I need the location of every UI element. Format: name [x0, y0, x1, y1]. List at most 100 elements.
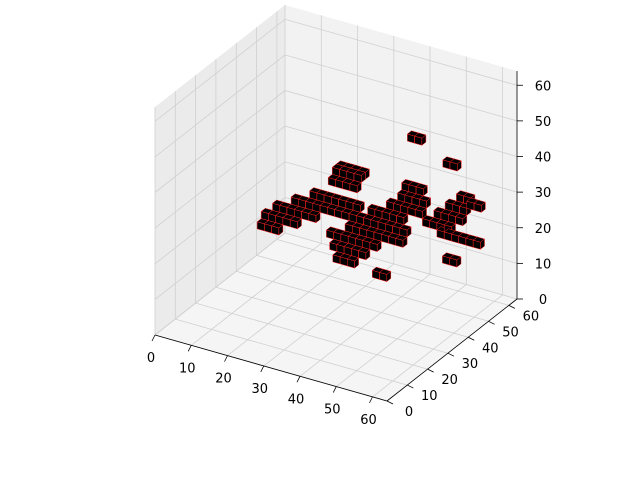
voxel: [472, 236, 486, 250]
grid-line-x: [263, 35, 395, 367]
y-tick-mark: [508, 305, 516, 309]
grid-line-z: [154, 161, 518, 265]
y-tick-label: 0: [405, 405, 413, 420]
voxel-face-top: [369, 238, 382, 245]
voxel: [358, 247, 371, 261]
grid-line-x: [191, 15, 322, 346]
z-tick-label: 0: [539, 293, 547, 308]
voxel-face-top: [353, 169, 366, 176]
axes-panes: [155, 5, 517, 401]
voxel: [418, 195, 432, 209]
x-tick-mark: [187, 345, 192, 352]
x-axis-line: [154, 334, 388, 402]
y-tick-mark: [427, 368, 434, 373]
x-tick-mark: [224, 355, 228, 362]
grid-line-y: [235, 43, 469, 338]
grid-line-z: [154, 54, 518, 158]
x-tick-label: 20: [215, 372, 232, 387]
x-tick-mark: [369, 396, 373, 404]
voxel-face-top: [346, 255, 360, 262]
voxel: [346, 255, 360, 269]
x-tick-label: 0: [147, 351, 155, 366]
grid-line-z: [154, 232, 518, 336]
voxel-face-top: [414, 132, 427, 139]
y-tick-label: 50: [502, 325, 519, 340]
voxel-face-top: [443, 221, 457, 228]
grid-line-x: [372, 66, 503, 398]
z-tick-label: 10: [535, 257, 552, 272]
x-tick-mark: [296, 376, 301, 383]
grid-line-z: [154, 18, 518, 122]
z-tick-label: 40: [535, 151, 552, 166]
voxel-face-top: [473, 199, 486, 206]
grid-line-x: [336, 56, 467, 387]
grid-line-z: [154, 90, 518, 193]
voxel: [378, 268, 392, 283]
voxel-face-top: [352, 199, 365, 206]
x-tick-label: 10: [179, 361, 196, 376]
voxel: [473, 199, 486, 213]
voxel: [271, 222, 284, 236]
voxel: [454, 213, 468, 227]
x-tick-mark: [151, 334, 156, 342]
voxel-face-top: [378, 268, 392, 275]
voxel-series: [256, 130, 486, 283]
y-tick-mark: [468, 336, 475, 341]
voxel-face-top: [395, 234, 408, 241]
voxel: [352, 199, 365, 213]
voxel: [449, 158, 462, 172]
pane-floor: [155, 233, 517, 401]
voxel-face-top: [414, 205, 428, 212]
voxel-face-top: [289, 216, 303, 223]
axis-lines: [154, 71, 518, 402]
x-tick-mark: [332, 386, 337, 393]
voxel-face-top: [358, 247, 371, 253]
grid-line-y: [174, 91, 408, 386]
grid-line-y: [276, 11, 510, 306]
grid-line-y: [256, 27, 489, 322]
voxel-face-top: [396, 212, 409, 218]
x-tick-label: 40: [288, 392, 305, 407]
y-tick-mark: [386, 400, 394, 405]
voxel-face-top: [418, 195, 432, 202]
y-tick-label: 30: [462, 357, 479, 372]
voxel-face-top: [399, 224, 412, 231]
voxel-face-top: [415, 183, 428, 190]
voxel-face-top: [308, 210, 321, 216]
z-tick-label: 60: [535, 79, 552, 94]
voxel-face-top: [349, 180, 362, 187]
voxel: [367, 203, 380, 218]
voxel: [399, 224, 412, 238]
voxel-face-top: [454, 213, 468, 219]
y-tick-label: 40: [482, 341, 499, 356]
pane-left: [155, 5, 285, 335]
z-tick-label: 50: [535, 115, 552, 130]
grid-lines: [154, 5, 518, 402]
voxel-face-top: [271, 222, 284, 229]
voxel: [414, 132, 427, 146]
voxel-face-top: [449, 254, 462, 261]
voxel-face-top: [472, 236, 486, 243]
grid-line-z: [154, 125, 518, 229]
y-axis-line: [386, 298, 518, 402]
voxel: [415, 183, 428, 197]
x-tick-label: 60: [360, 413, 377, 428]
grid-line-y: [215, 59, 449, 354]
voxel: [308, 210, 321, 224]
y-tick-mark: [488, 320, 495, 325]
y-tick-mark: [407, 384, 414, 389]
z-tick-label: 30: [535, 186, 552, 201]
pane-back: [285, 5, 517, 299]
voxel: [349, 180, 362, 194]
voxel-face-top: [463, 192, 476, 199]
voxel: [353, 169, 366, 184]
x-tick-mark: [260, 365, 265, 373]
y-tick-label: 10: [421, 389, 438, 404]
grid-line-x: [299, 46, 431, 377]
voxel: [395, 234, 408, 248]
y-tick-mark: [447, 352, 455, 357]
z-tick-label: 20: [535, 222, 552, 237]
